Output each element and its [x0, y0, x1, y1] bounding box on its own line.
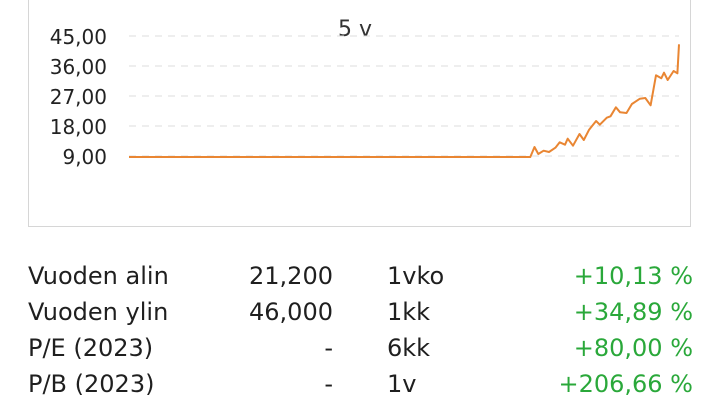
y-tick-label: 9,00 — [62, 145, 107, 169]
stat-label: Vuoden ylin — [28, 298, 169, 326]
y-tick-label: 45,00 — [50, 25, 107, 49]
stats-table: Vuoden alin 21,200 1vko +10,13 % Vuoden … — [28, 258, 693, 402]
period-change: +10,13 % — [573, 262, 693, 290]
y-tick-label: 18,00 — [50, 115, 107, 139]
stat-row: Vuoden ylin 46,000 1kk +34,89 % — [28, 294, 693, 330]
period-label: 1v — [387, 370, 417, 398]
stat-value: 21,200 — [249, 262, 333, 290]
stat-label: P/B (2023) — [28, 370, 155, 398]
stat-row: Vuoden alin 21,200 1vko +10,13 % — [28, 258, 693, 294]
period-label: 1vko — [387, 262, 445, 290]
stat-label: Vuoden alin — [28, 262, 169, 290]
period-change: +34,89 % — [573, 298, 693, 326]
period-change: +80,00 % — [573, 334, 693, 362]
price-chart[interactable]: 5 v 9,00 18,00 27,00 36,00 45,00 — [29, 0, 692, 228]
period-change: +206,66 % — [558, 370, 693, 398]
price-chart-card: 5 v 9,00 18,00 27,00 36,00 45,00 — [28, 0, 691, 227]
period-label: 1kk — [387, 298, 431, 326]
period-label: 6kk — [387, 334, 431, 362]
chart-title: 5 v — [338, 17, 372, 42]
stat-value: 46,000 — [249, 298, 333, 326]
stat-row: P/E (2023) - 6kk +80,00 % — [28, 330, 693, 366]
y-tick-label: 27,00 — [50, 85, 107, 109]
price-line — [129, 44, 680, 158]
stat-row: P/B (2023) - 1v +206,66 % — [28, 366, 693, 402]
stat-label: P/E (2023) — [28, 334, 154, 362]
stat-value: - — [324, 334, 333, 362]
stat-value: - — [324, 370, 333, 398]
y-tick-label: 36,00 — [50, 55, 107, 79]
